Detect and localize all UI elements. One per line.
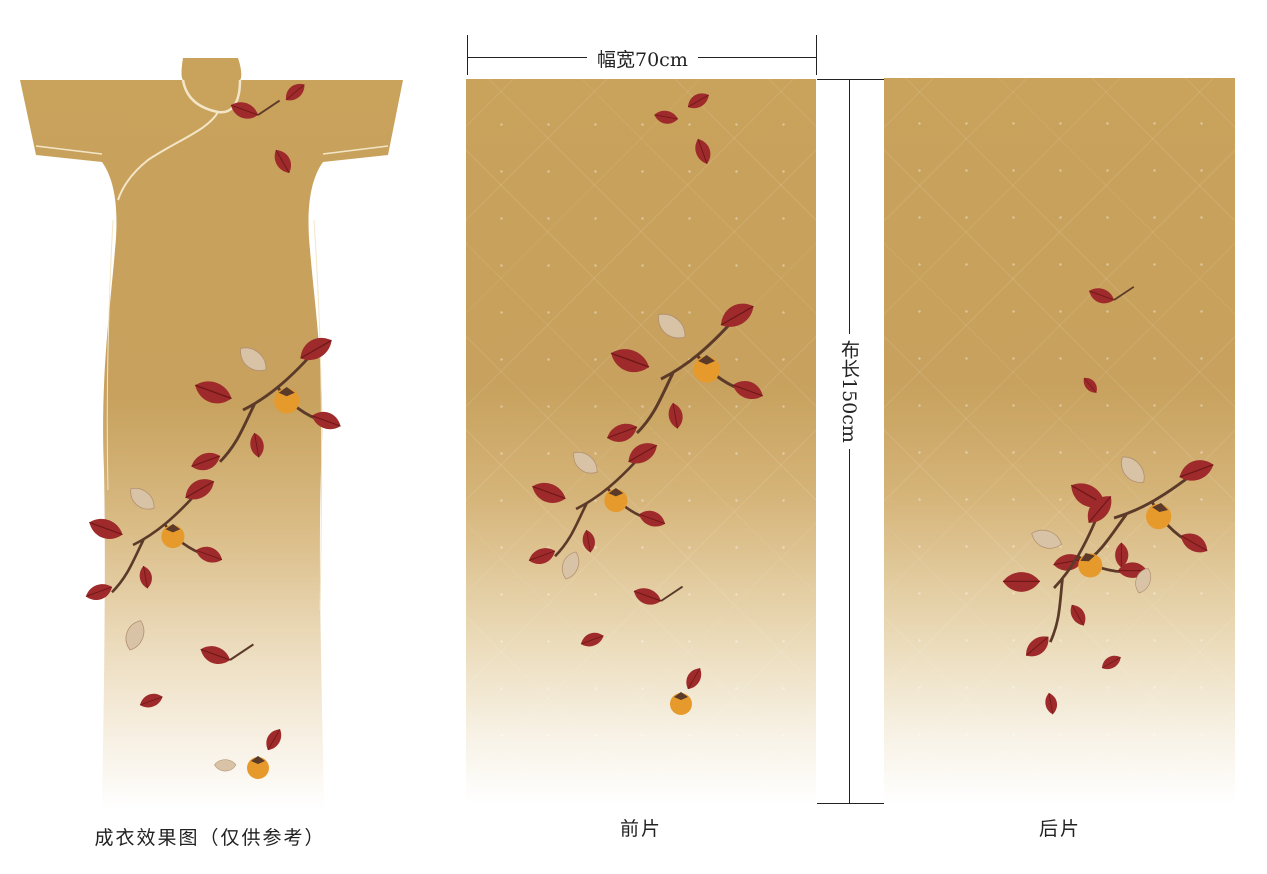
qipao-illustration <box>20 58 403 810</box>
length-label: 布长150cm <box>838 334 860 449</box>
width-label: 幅宽70cm <box>587 45 698 72</box>
qipao-body <box>20 58 403 810</box>
back-panel-label: 后片 <box>1038 818 1081 840</box>
width-dimension: 幅宽70cm <box>467 35 817 75</box>
garment-caption: 成衣效果图（仅供参考） <box>94 827 326 849</box>
front-panel <box>466 79 816 804</box>
back-panel-motifs <box>884 78 1235 716</box>
garment-preview <box>18 50 408 820</box>
length-dimension: 布长150cm <box>817 79 885 804</box>
back-panel <box>884 78 1235 804</box>
front-panel-motifs <box>466 88 816 715</box>
front-panel-label: 前片 <box>619 818 662 840</box>
